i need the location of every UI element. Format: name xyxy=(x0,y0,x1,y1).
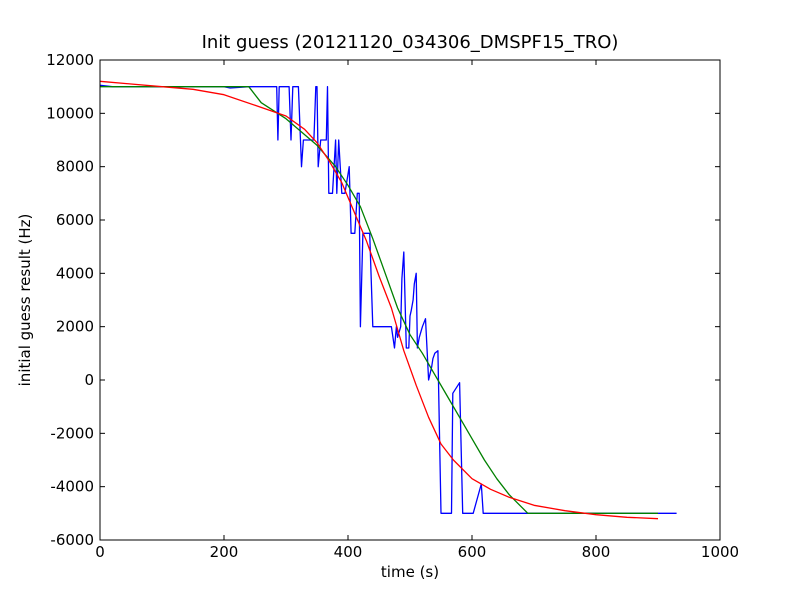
chart-title: Init guess (20121120_034306_DMSPF15_TRO) xyxy=(202,32,619,53)
x-tick-label: 200 xyxy=(210,543,239,561)
x-tick-label: 400 xyxy=(334,543,363,561)
series-line-red xyxy=(99,80,659,520)
x-tick-label: 1000 xyxy=(701,543,739,561)
y-tick-label: 6000 xyxy=(56,211,94,229)
y-tick-label: 12000 xyxy=(46,51,94,69)
x-tick-label: 800 xyxy=(582,543,611,561)
tick-layer: 0 200 400 600 800 1000 -6000 -4000 -2000 0 2000 400… xyxy=(46,51,739,561)
y-tick-label: 0 xyxy=(84,371,94,389)
plot-frame xyxy=(99,59,721,541)
series-layer xyxy=(99,80,677,520)
y-tick-label: -6000 xyxy=(50,531,94,549)
x-tick-label: 600 xyxy=(458,543,487,561)
y-tick-label: 2000 xyxy=(56,318,94,336)
y-tick-label: -4000 xyxy=(50,478,94,496)
y-tick-label: -2000 xyxy=(50,424,94,442)
y-tick-label: 8000 xyxy=(56,158,94,176)
y-axis-label: initial guess result (Hz) xyxy=(16,214,34,387)
y-tick-label: 10000 xyxy=(46,104,94,122)
y-tick-label: 4000 xyxy=(56,264,94,282)
x-tick-label: 0 xyxy=(95,543,105,561)
x-axis-label: time (s) xyxy=(381,563,439,581)
series-line-green xyxy=(100,86,658,514)
